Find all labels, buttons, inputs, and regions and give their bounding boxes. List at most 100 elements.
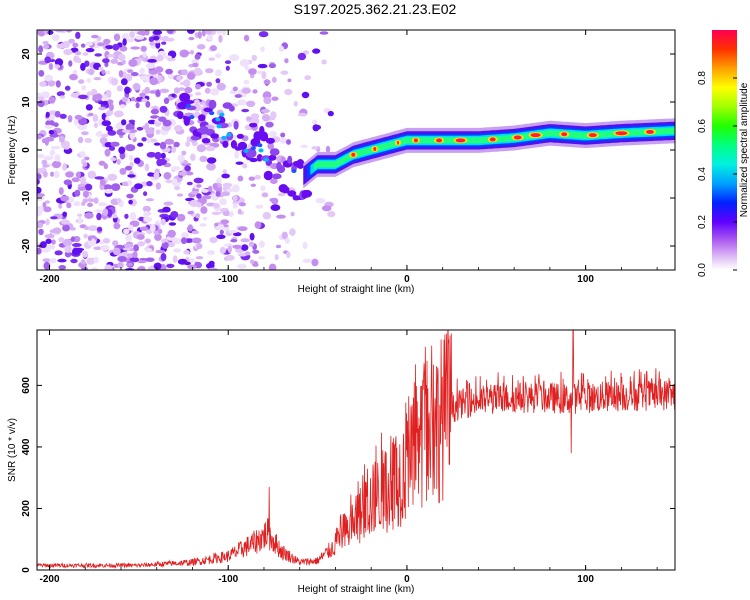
spectrogram-cell [170, 211, 179, 218]
spectrogram-cell [97, 202, 108, 207]
spectrogram-ridge-cell [222, 140, 229, 148]
spectrogram-cell [187, 258, 195, 264]
spectrogram-cell [271, 197, 279, 205]
spectrogram-cell [136, 234, 145, 240]
spectrogram-cell [70, 258, 78, 264]
spectrogram-cell [221, 173, 230, 179]
spectrogram-cell [117, 53, 126, 61]
snr-panel: -200 -100 0 100 0 200 400 600 Height of straig… [7, 329, 676, 595]
spectrogram-ridge-cell [301, 189, 313, 198]
spectrogram-cell [204, 30, 213, 35]
spectrogram-cell [101, 69, 106, 75]
spectrogram-cell [131, 72, 139, 77]
spectrogram-cell [37, 154, 45, 159]
spectrogram-cell [84, 183, 93, 191]
spectrogram-cell [130, 46, 141, 50]
spectrogram-cell [159, 105, 168, 113]
spectrogram-cell [172, 255, 178, 263]
spectrogram-cell [111, 77, 119, 86]
spectrogram-cell [227, 245, 232, 254]
spectrogram-cell [105, 125, 113, 132]
spectrogram-cell [237, 99, 248, 106]
spectrogram-cell [121, 96, 128, 103]
spectrogram-cell [41, 138, 47, 144]
spectrogram-cell [249, 259, 255, 265]
spectrogram-cell [234, 94, 242, 98]
spectrogram-cell [194, 53, 201, 60]
spectrogram-cell [60, 219, 70, 225]
spectrogram-cell [240, 238, 250, 243]
spectrogram-cell [37, 134, 43, 140]
spectrogram-cell [255, 204, 264, 209]
spectrogram-cell [84, 156, 90, 161]
spectrogram-cell [56, 43, 65, 49]
spectrogram-cell [212, 183, 218, 190]
spectrogram-cell [59, 113, 67, 119]
spectrogram-cell [285, 237, 290, 244]
spectrogram-cell [191, 230, 199, 235]
spectrogram-cell [284, 58, 289, 64]
spectrogram-cell [94, 122, 98, 129]
spectrogram-cell [262, 114, 270, 122]
spectrogram-cell [101, 120, 112, 127]
spectrogram-cell [63, 146, 70, 150]
spectrogram-cell [208, 267, 218, 270]
colorbar-tick-label: 0.8 [697, 71, 708, 85]
spectrogram-ridge-peak [436, 138, 443, 143]
spectrogram-cell [121, 33, 130, 41]
spectrogram-ridge-cell [253, 131, 262, 141]
spectrogram-cell [209, 88, 220, 96]
spectrogram-cell [128, 59, 138, 67]
spectrogram-cell [271, 96, 279, 101]
spectrogram-cell [97, 226, 103, 232]
spectrogram-cell [112, 247, 121, 256]
spectrogram-cell [315, 197, 326, 204]
spectrogram-cell [58, 135, 65, 143]
spectrogram-cell [177, 154, 185, 162]
spectrogram-cell [86, 78, 92, 83]
spectrogram-cell [44, 155, 54, 161]
spectrogram-cell [110, 157, 117, 162]
spectrogram-cell [284, 88, 293, 96]
colorbar-tick-label: 0.6 [697, 119, 708, 133]
spectrogram-cell [127, 179, 132, 186]
spectrogram-cell [144, 248, 153, 252]
spectrogram-cell [99, 137, 108, 145]
spectrogram-cell [232, 244, 243, 249]
spectrogram-cell [311, 146, 319, 150]
spectrogram-cell [108, 103, 114, 111]
spectrogram-cell [129, 31, 135, 39]
spectrogram-cell [171, 93, 176, 98]
spectrogram-cell [157, 75, 162, 83]
spectrogram-cell [54, 64, 61, 69]
spectrogram-cell [146, 181, 153, 187]
spectrogram-cell [241, 244, 249, 251]
spectrogram-cell [67, 115, 73, 123]
snr-y-label: SNR (10 * v/v) [7, 418, 18, 482]
spectrogram-cell [76, 171, 81, 178]
spectrogram-cell [181, 150, 187, 156]
spectrogram-cell [186, 30, 195, 34]
spectrogram-cell [251, 54, 257, 62]
spectrogram-ridge-band [314, 127, 675, 171]
spectrogram-cell [68, 38, 75, 44]
spectrogram-cell [189, 199, 199, 207]
spectrogram-cell [121, 119, 127, 126]
spectrogram-cell [80, 62, 86, 71]
colorbar-tick-label: 0.2 [697, 215, 708, 229]
spectrogram-ridge-peak [561, 132, 568, 137]
spectrogram-ridge-cell [177, 101, 188, 110]
spectrogram-cell [145, 198, 154, 202]
spectrogram-cell [112, 214, 118, 219]
spectrogram-cell [66, 202, 72, 209]
spectrogram-cell [163, 97, 170, 105]
spectrogram-cell [98, 106, 106, 111]
spectrogram-cell [63, 49, 73, 56]
spectrogram-cell [161, 241, 169, 249]
spectrogram-cell [190, 190, 199, 195]
spectrogram-ridge-cell [243, 148, 249, 153]
spectrogram-ridge-cell [189, 115, 195, 120]
spectrogram-cell [51, 239, 56, 245]
spectrogram-cell [136, 266, 146, 270]
